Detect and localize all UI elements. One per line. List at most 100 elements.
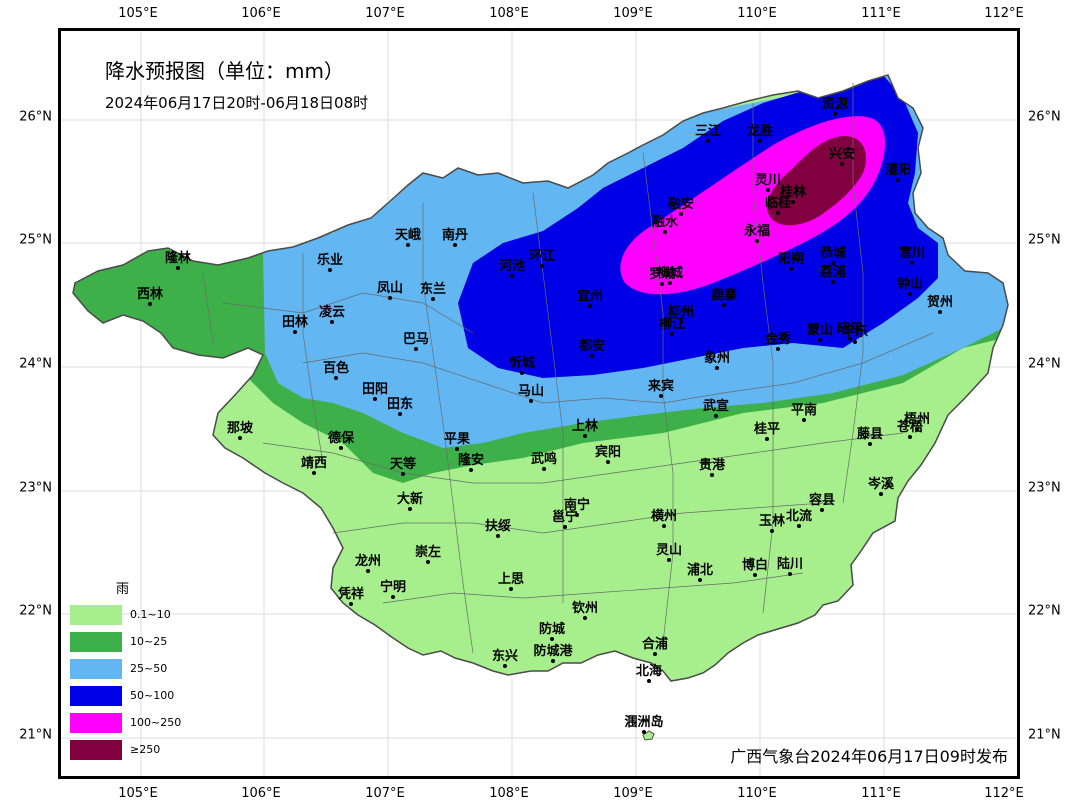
city-marker (563, 525, 567, 529)
city-marker (510, 274, 514, 278)
city-marker (659, 394, 663, 398)
city-label: 鹿寨 (710, 288, 738, 303)
legend-swatch (70, 631, 122, 652)
city-marker (698, 578, 702, 582)
city-marker (176, 266, 180, 270)
city-label: 凌云 (318, 305, 346, 320)
city-marker (398, 412, 402, 416)
city-marker (915, 427, 919, 431)
city-marker (373, 397, 377, 401)
city-marker (797, 524, 801, 528)
legend-item: ≥250 (70, 736, 190, 763)
map-title: 降水预报图（单位：mm） (105, 59, 344, 83)
city-marker (868, 442, 872, 446)
lon-tick-top: 111°E (861, 6, 901, 21)
city-marker (818, 338, 822, 342)
legend-item: 10~25 (70, 628, 190, 655)
city-marker (453, 243, 457, 247)
city-label: 武鸣 (530, 452, 558, 467)
city-marker (503, 664, 507, 668)
city-label: 永福 (743, 224, 771, 239)
legend-label: 25~50 (130, 662, 168, 675)
city-label: 防城港 (533, 644, 573, 659)
city-marker (776, 211, 780, 215)
city-label: 田林 (281, 315, 309, 330)
city-label: 百色 (322, 361, 350, 376)
city-marker (788, 572, 792, 576)
legend-label: 0.1~10 (130, 608, 171, 621)
city-label: 梧州 (903, 412, 931, 427)
city-marker (334, 376, 338, 380)
city-label: 临桂 (764, 196, 792, 211)
legend-item: 0.1~10 (70, 601, 190, 628)
city-marker (575, 513, 579, 517)
city-label: 田东 (386, 397, 414, 412)
city-marker (908, 435, 912, 439)
city-marker (758, 139, 762, 143)
lat-tick-right: 26°N (1028, 109, 1061, 125)
city-label: 田阳 (361, 382, 389, 397)
city-label: 龙州 (354, 554, 382, 569)
city-marker (339, 446, 343, 450)
city-label: 北海 (635, 664, 663, 679)
city-label: 浦北 (686, 563, 714, 578)
lon-tick-bottom: 107°E (365, 786, 405, 801)
city-label: 藤县 (856, 427, 884, 442)
city-label: 资源 (821, 97, 849, 112)
city-label: 忻城 (508, 356, 536, 371)
city-label: 乐业 (316, 253, 344, 268)
city-label: 蒙山 (806, 323, 834, 338)
city-label: 昭平 (836, 322, 864, 337)
city-marker (831, 261, 835, 265)
city-marker (588, 304, 592, 308)
legend-label: ≥250 (130, 743, 161, 756)
city-marker (414, 347, 418, 351)
city-label: 防城 (538, 622, 566, 637)
city-label: 苍梧 (896, 420, 924, 435)
city-label: 融安 (667, 197, 695, 212)
city-label: 罗城 (648, 267, 676, 282)
lat-tick-right: 23°N (1028, 480, 1061, 496)
city-label: 横州 (650, 509, 678, 524)
legend-swatch (70, 712, 122, 733)
legend-label: 100~250 (130, 716, 182, 729)
lon-tick-bottom: 110°E (737, 786, 777, 801)
city-label: 都安 (578, 339, 606, 354)
legend-item: 50~100 (70, 682, 190, 709)
lon-tick-top: 112°E (984, 6, 1024, 21)
city-marker (328, 268, 332, 272)
city-label: 东兰 (419, 282, 447, 297)
city-marker (668, 281, 672, 285)
city-label: 大新 (396, 492, 424, 507)
city-label: 钟山 (896, 277, 924, 292)
city-marker (542, 467, 546, 471)
city-marker (679, 320, 683, 324)
city-marker (776, 347, 780, 351)
lon-tick-top: 105°E (118, 6, 158, 21)
city-marker (831, 280, 835, 284)
city-label: 来宾 (647, 379, 675, 394)
city-label: 凭祥 (337, 587, 365, 602)
city-marker (840, 162, 844, 166)
city-marker (642, 730, 646, 734)
city-label: 博白 (741, 558, 769, 573)
city-label: 柳州 (667, 305, 695, 320)
city-marker (551, 659, 555, 663)
lon-tick-top: 107°E (365, 6, 405, 21)
city-marker (349, 602, 353, 606)
city-marker (770, 529, 774, 533)
city-marker (714, 414, 718, 418)
city-marker (293, 330, 297, 334)
city-marker (755, 239, 759, 243)
lon-tick-bottom: 109°E (613, 786, 653, 801)
lat-tick-left: 26°N (19, 109, 52, 125)
city-label: 荔浦 (819, 265, 847, 280)
city-marker (706, 139, 710, 143)
legend: 雨 0.1~10 10~25 25~50 50~100 100~250 ≥250 (70, 578, 190, 763)
city-marker (848, 337, 852, 341)
city-marker (583, 434, 587, 438)
lon-tick-bottom: 112°E (984, 786, 1024, 801)
city-marker (710, 473, 714, 477)
city-marker (910, 261, 914, 265)
city-label: 合浦 (641, 637, 669, 652)
